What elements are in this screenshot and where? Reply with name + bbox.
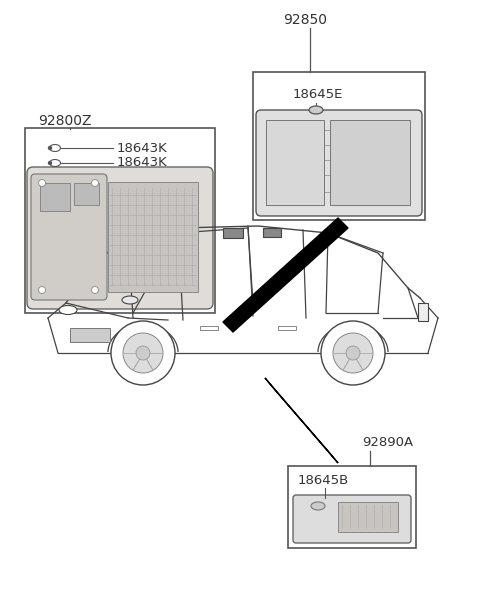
Ellipse shape: [59, 306, 77, 314]
Circle shape: [136, 346, 150, 360]
FancyBboxPatch shape: [27, 167, 213, 309]
Text: 18643K: 18643K: [117, 142, 168, 155]
Bar: [338, 502, 398, 532]
Circle shape: [38, 179, 46, 186]
Text: 92850: 92850: [283, 13, 327, 27]
Bar: [278, 326, 296, 330]
Text: 18643K: 18643K: [117, 156, 168, 169]
Circle shape: [48, 162, 51, 165]
Polygon shape: [223, 218, 348, 332]
Text: 92800Z: 92800Z: [38, 114, 92, 128]
Circle shape: [123, 333, 163, 373]
Ellipse shape: [309, 106, 323, 114]
Text: 18645E: 18645E: [293, 88, 343, 101]
Text: 92890A: 92890A: [362, 437, 413, 450]
Bar: [263, 228, 281, 237]
Circle shape: [92, 287, 98, 293]
Bar: [108, 182, 198, 292]
Ellipse shape: [311, 502, 325, 510]
Bar: [288, 466, 416, 548]
Bar: [40, 183, 70, 211]
Circle shape: [92, 179, 98, 186]
Bar: [74, 183, 99, 205]
Circle shape: [48, 146, 51, 149]
FancyBboxPatch shape: [293, 495, 411, 543]
Bar: [266, 120, 324, 205]
Bar: [25, 128, 215, 313]
Bar: [223, 228, 243, 238]
Bar: [200, 326, 218, 330]
Circle shape: [333, 333, 373, 373]
Circle shape: [346, 346, 360, 360]
Circle shape: [38, 287, 46, 293]
Bar: [253, 72, 425, 220]
FancyBboxPatch shape: [31, 174, 107, 300]
Text: 18645B: 18645B: [298, 474, 349, 487]
Bar: [70, 328, 110, 342]
Ellipse shape: [122, 296, 138, 304]
Polygon shape: [265, 378, 338, 463]
FancyBboxPatch shape: [256, 110, 422, 216]
Bar: [330, 120, 410, 205]
Bar: [418, 303, 428, 321]
Circle shape: [321, 321, 385, 385]
Circle shape: [111, 321, 175, 385]
